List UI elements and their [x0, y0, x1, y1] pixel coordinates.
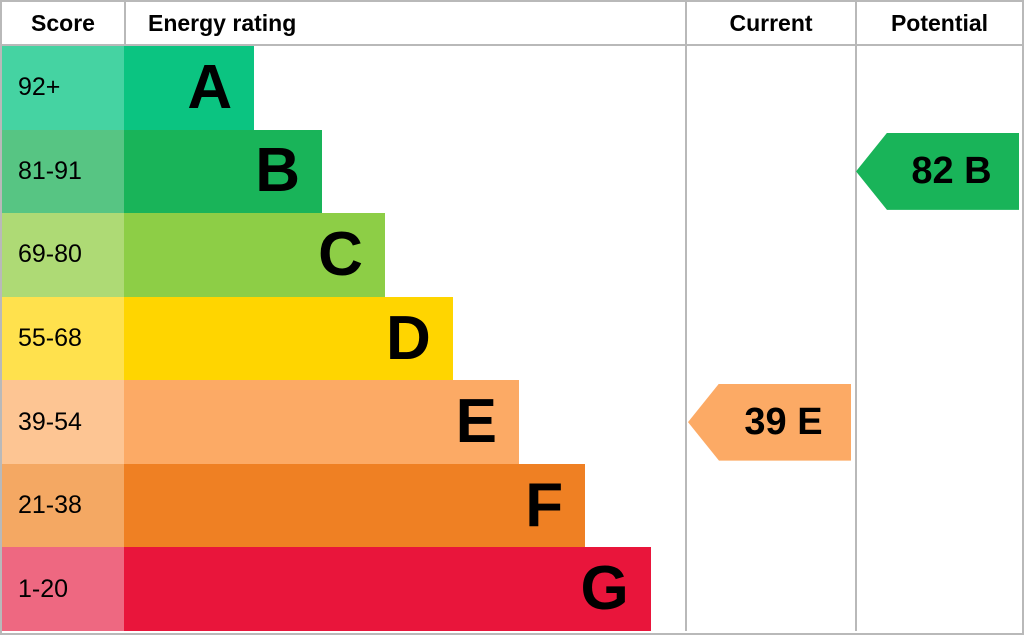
band-score-range: 1-20: [2, 547, 124, 632]
band-letter: G: [580, 554, 629, 624]
band-letter: B: [255, 136, 301, 206]
potential-rating-label: 82 B: [911, 149, 992, 192]
potential-column-header: Potential: [855, 2, 1022, 44]
band-row-c: 69-80 C: [2, 213, 1022, 297]
current-column-cell: [685, 463, 855, 548]
potential-column-cell: [855, 296, 1022, 381]
band-letter: F: [525, 470, 564, 540]
band-bar-area: F: [124, 463, 685, 548]
chart-header: Score Energy rating Current Potential: [2, 2, 1022, 46]
band-score-range: 81-91: [2, 129, 124, 214]
band-letter: E: [455, 387, 497, 457]
band-letter: C: [318, 219, 363, 289]
band-bar-area: E: [124, 380, 685, 464]
band-bar: A: [124, 46, 255, 130]
band-row-g: 1-20 G: [2, 547, 1022, 632]
band-bar: G: [124, 547, 651, 632]
band-bar: C: [124, 213, 385, 297]
current-column-cell: [685, 547, 855, 632]
current-column-cell: [685, 213, 855, 297]
band-score-range: 21-38: [2, 463, 124, 548]
potential-column-cell: [855, 463, 1022, 548]
current-column-cell: [685, 296, 855, 381]
potential-column-cell: [855, 46, 1022, 130]
current-column-cell: [685, 46, 855, 130]
band-bar: D: [124, 296, 453, 381]
band-row-a: 92+ A: [2, 46, 1022, 130]
band-bar: B: [124, 129, 323, 214]
chart-body: 92+ A 81-91 B 69-80 C 55-68 D 39-54 E 21-38 F 1-20 G …: [2, 46, 1022, 632]
band-row-d: 55-68 D: [2, 296, 1022, 381]
current-rating-arrow: 39 E: [688, 383, 851, 461]
band-bar-area: A: [124, 46, 685, 130]
band-letter: A: [187, 52, 233, 122]
current-column-cell: [685, 129, 855, 214]
band-row-b: 81-91 B: [2, 129, 1022, 214]
band-score-range: 69-80: [2, 213, 124, 297]
band-score-range: 55-68: [2, 296, 124, 381]
band-bar: F: [124, 463, 586, 548]
band-score-range: 39-54: [2, 380, 124, 464]
potential-rating-arrow: 82 B: [856, 132, 1019, 210]
rating-bands: 92+ A 81-91 B 69-80 C 55-68 D 39-54 E 21-38 F 1-20 G: [2, 46, 1022, 632]
band-bar-area: D: [124, 296, 685, 381]
band-score-range: 92+: [2, 46, 124, 130]
band-bar-area: G: [124, 547, 685, 632]
potential-column-cell: [855, 213, 1022, 297]
potential-column-cell: [855, 547, 1022, 632]
energy-rating-column-header: Energy rating: [124, 2, 685, 44]
band-bar-area: C: [124, 213, 685, 297]
band-row-f: 21-38 F: [2, 463, 1022, 548]
band-bar: E: [124, 380, 519, 464]
band-bar-area: B: [124, 129, 685, 214]
band-letter: D: [385, 303, 431, 373]
score-column-header: Score: [31, 9, 95, 36]
potential-column-cell: [855, 380, 1022, 464]
current-rating-label: 39 E: [744, 400, 823, 443]
band-row-e: 39-54 E: [2, 380, 1022, 464]
current-column-header: Current: [685, 2, 855, 44]
